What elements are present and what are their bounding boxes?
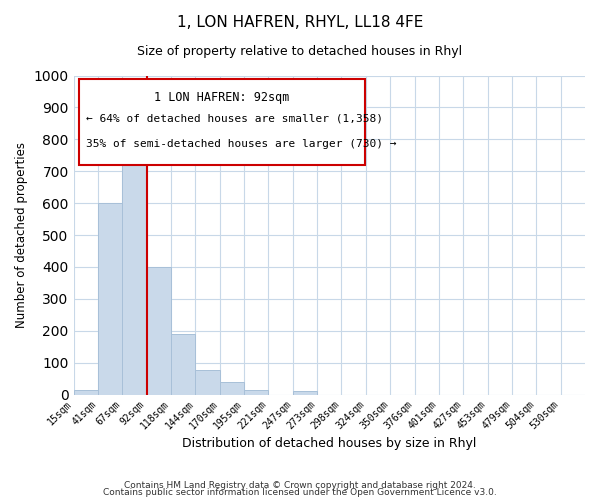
- Text: ← 64% of detached houses are smaller (1,358): ← 64% of detached houses are smaller (1,…: [86, 114, 383, 124]
- Text: Contains public sector information licensed under the Open Government Licence v3: Contains public sector information licen…: [103, 488, 497, 497]
- X-axis label: Distribution of detached houses by size in Rhyl: Distribution of detached houses by size …: [182, 437, 476, 450]
- Bar: [98, 203, 122, 394]
- Text: 1 LON HAFREN: 92sqm: 1 LON HAFREN: 92sqm: [154, 92, 290, 104]
- Bar: [74, 390, 98, 394]
- Bar: [220, 382, 244, 394]
- Bar: [196, 370, 220, 394]
- Text: 1, LON HAFREN, RHYL, LL18 4FE: 1, LON HAFREN, RHYL, LL18 4FE: [177, 15, 423, 30]
- Bar: [146, 267, 171, 394]
- Text: Size of property relative to detached houses in Rhyl: Size of property relative to detached ho…: [137, 45, 463, 58]
- Bar: [293, 391, 317, 394]
- Text: Contains HM Land Registry data © Crown copyright and database right 2024.: Contains HM Land Registry data © Crown c…: [124, 480, 476, 490]
- Bar: [244, 390, 268, 394]
- FancyBboxPatch shape: [79, 78, 365, 165]
- Bar: [171, 334, 196, 394]
- Y-axis label: Number of detached properties: Number of detached properties: [15, 142, 28, 328]
- Text: 35% of semi-detached houses are larger (730) →: 35% of semi-detached houses are larger (…: [86, 140, 397, 149]
- Bar: [122, 150, 146, 394]
